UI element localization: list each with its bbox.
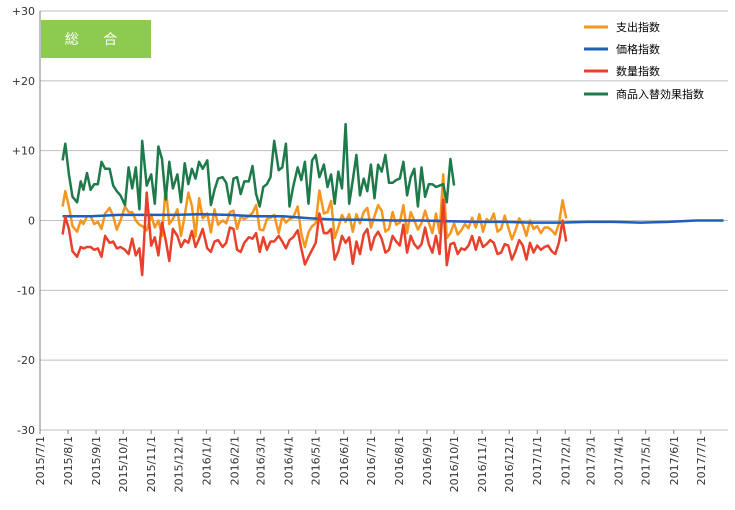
y-tick-label: -10 <box>17 284 35 297</box>
x-tick-label: 2015/7/1 <box>34 436 47 485</box>
x-tick-label: 2015/8/1 <box>62 436 75 485</box>
x-tick-label: 2015/11/1 <box>145 436 158 492</box>
x-tick-label: 2016/9/1 <box>421 436 434 485</box>
x-tick-label: 2017/4/1 <box>613 436 626 485</box>
legend-label: 価格指数 <box>616 42 660 56</box>
series-line <box>61 173 568 249</box>
x-tick-label: 2016/7/1 <box>365 436 378 485</box>
badge-label: 総 合 <box>65 32 127 48</box>
y-tick-labels: +30 +20 +10 0 -10 -20 -30 <box>12 5 35 437</box>
series-line <box>61 122 456 211</box>
x-tick-label: 2016/3/1 <box>255 436 268 485</box>
legend-item-expenditure: 支出指数 <box>584 20 660 34</box>
x-tick-label: 2015/10/1 <box>117 436 130 492</box>
x-tick-label: 2016/11/1 <box>476 436 489 492</box>
series-lines <box>61 122 724 277</box>
grid-lines <box>39 10 728 434</box>
x-tick-label: 2017/5/1 <box>640 436 653 485</box>
x-tick-label: 2016/5/1 <box>310 436 323 485</box>
badge: 総 合 <box>41 20 151 58</box>
legend-item-quantity: 数量指数 <box>584 64 660 78</box>
x-tick-label: 2017/2/1 <box>559 436 572 485</box>
x-tick-label: 2016/2/1 <box>228 436 241 485</box>
badge-background <box>41 20 151 58</box>
y-tick-label: +10 <box>12 145 35 158</box>
x-tick-label: 2016/4/1 <box>283 436 296 485</box>
x-tick-label: 2015/12/1 <box>172 436 185 492</box>
legend-label: 数量指数 <box>616 64 660 78</box>
y-tick-label: -20 <box>17 354 35 367</box>
y-tick-label: 0 <box>28 215 35 228</box>
x-tick-label: 2017/7/1 <box>695 436 708 485</box>
x-tick-label: 2016/6/1 <box>338 436 351 485</box>
y-tick-label: +20 <box>12 75 35 88</box>
x-tick-label: 2017/3/1 <box>585 436 598 485</box>
legend-label: 商品入替効果指数 <box>616 87 704 101</box>
legend-item-turnover: 商品入替効果指数 <box>584 87 704 101</box>
x-tick-label: 2016/10/1 <box>448 436 461 492</box>
y-tick-label: -30 <box>17 424 35 437</box>
x-tick-labels: 2015/7/1 2015/8/1 2015/9/1 2015/10/1 2015/11… <box>34 436 708 492</box>
x-tick-label: 2016/8/1 <box>393 436 406 485</box>
x-tick-label: 2016/12/1 <box>503 436 516 492</box>
y-tick-label: +30 <box>12 5 35 18</box>
x-tick-label: 2017/1/1 <box>531 436 544 485</box>
legend: 支出指数 価格指数 数量指数 商品入替効果指数 <box>584 20 704 101</box>
series-line <box>61 191 568 277</box>
series-line <box>62 212 724 224</box>
x-tick-label: 2015/9/1 <box>90 436 103 485</box>
legend-item-price: 価格指数 <box>584 42 660 56</box>
x-tick-label: 2017/6/1 <box>668 436 681 485</box>
x-tick-label: 2016/1/1 <box>200 436 213 485</box>
legend-label: 支出指数 <box>616 20 660 34</box>
